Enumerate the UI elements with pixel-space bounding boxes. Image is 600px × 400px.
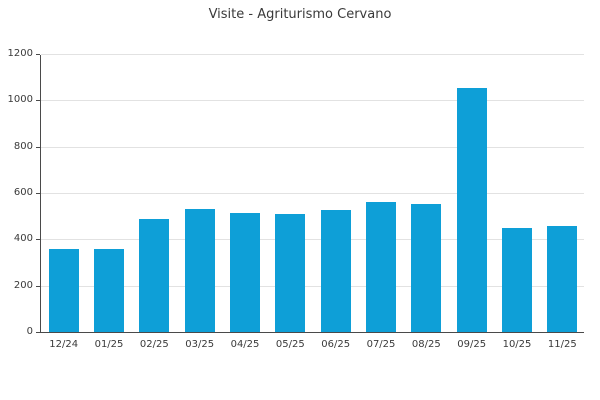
bar-02-25 bbox=[139, 218, 170, 332]
x-tick-label-12-24: 12/24 bbox=[49, 339, 79, 350]
y-gridline-1200 bbox=[41, 54, 584, 55]
y-tick-label-600: 600 bbox=[13, 187, 33, 198]
y-tick-label-1200: 1200 bbox=[7, 48, 33, 59]
y-tick-mark-600 bbox=[36, 193, 40, 194]
bar-04-25 bbox=[230, 212, 260, 332]
x-tick-label-09-25: 09/25 bbox=[457, 339, 487, 350]
bar-09-25 bbox=[456, 87, 487, 332]
plot-area: 0 200 400 600 800 1000 1200 12/24 01/25 02/25 03/2… bbox=[8, 49, 584, 350]
x-tick-label-10-25: 10/25 bbox=[502, 339, 532, 350]
y-gridline-1000 bbox=[41, 100, 584, 102]
chart-title: Visite - Agriturismo Cervano bbox=[208, 7, 392, 22]
y-tick-mark-400 bbox=[36, 239, 40, 241]
x-tick-label-01-25: 01/25 bbox=[94, 339, 124, 350]
y-tick-mark-1000 bbox=[36, 100, 40, 102]
y-tick-label-0: 0 bbox=[26, 326, 33, 337]
y-tick-mark-800 bbox=[36, 146, 40, 148]
x-tick-label-04-25: 04/25 bbox=[230, 339, 260, 350]
x-tick-label-02-25: 02/25 bbox=[139, 339, 169, 350]
y-tick-mark-200 bbox=[36, 285, 40, 287]
x-tick-label-08-25: 08/25 bbox=[411, 339, 441, 350]
bar-10-25 bbox=[502, 228, 532, 332]
y-tick-label-200: 200 bbox=[13, 279, 33, 291]
y-gridline-600 bbox=[41, 193, 584, 194]
x-tick-label-07-25: 07/25 bbox=[366, 339, 396, 350]
bar-01-25 bbox=[94, 249, 124, 332]
y-tick-label-400: 400 bbox=[13, 233, 33, 245]
y-tick-label-800: 800 bbox=[13, 140, 33, 152]
bar-11-25 bbox=[547, 226, 578, 332]
y-gridline-200 bbox=[41, 285, 584, 287]
x-tick-label-06-25: 06/25 bbox=[321, 339, 351, 350]
bar-08-25 bbox=[411, 204, 442, 332]
y-tick-mark-0 bbox=[36, 332, 40, 333]
bar-07-25 bbox=[366, 201, 396, 332]
x-tick-label-11-25: 11/25 bbox=[547, 339, 577, 350]
bar-03-25 bbox=[184, 208, 215, 332]
bar-05-25 bbox=[275, 214, 306, 332]
y-tick-label-1000: 1000 bbox=[7, 94, 33, 106]
y-gridline-400 bbox=[41, 239, 584, 241]
bar-06-25 bbox=[320, 210, 351, 332]
x-tick-label-03-25: 03/25 bbox=[185, 339, 215, 350]
bar-12-24 bbox=[48, 249, 79, 332]
x-tick-label-05-25: 05/25 bbox=[275, 339, 305, 350]
y-gridline-800 bbox=[41, 146, 584, 148]
y-tick-mark-1200 bbox=[36, 54, 40, 55]
